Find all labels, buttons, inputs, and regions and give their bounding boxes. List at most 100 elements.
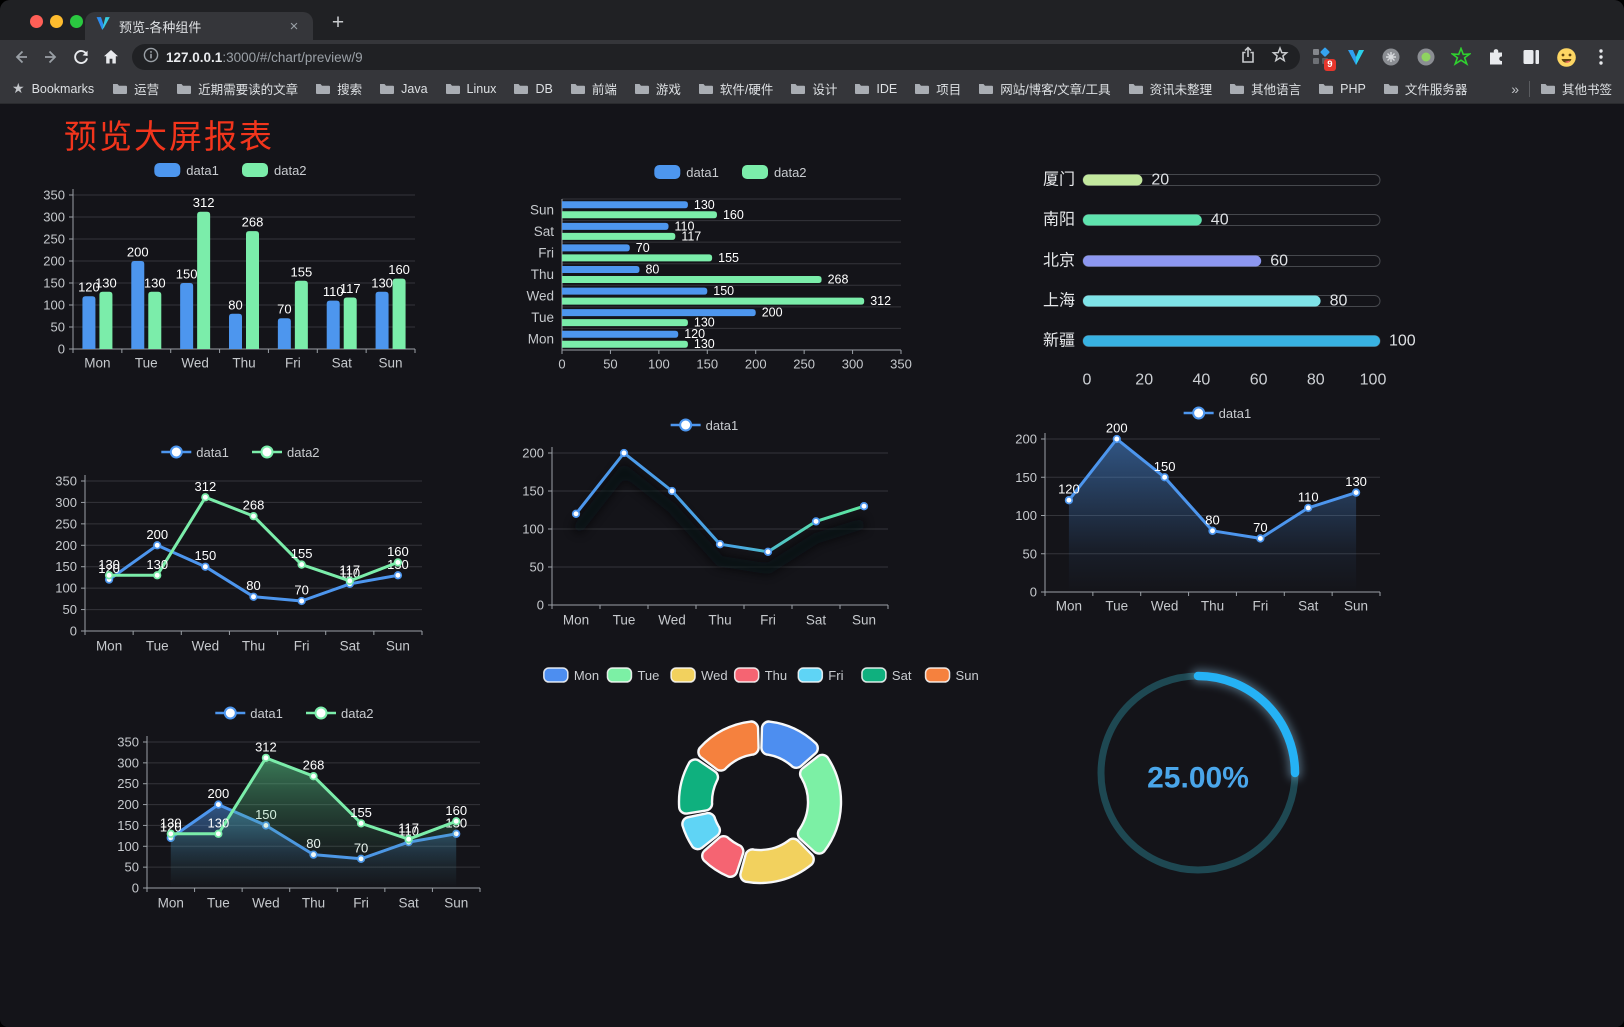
svg-text:250: 250 (55, 516, 77, 531)
other-bookmarks-folder[interactable]: 其他书签 (1540, 79, 1612, 98)
svg-text:50: 50 (530, 560, 544, 575)
legend[interactable]: data1 (670, 418, 739, 433)
svg-text:50: 50 (603, 357, 617, 372)
svg-text:268: 268 (242, 215, 264, 230)
bookmark-folder-0[interactable]: 运营 (112, 79, 159, 98)
back-button[interactable] (6, 43, 36, 71)
svg-text:117: 117 (339, 562, 360, 577)
svg-text:300: 300 (842, 357, 864, 372)
emoji-extension-icon[interactable] (1555, 46, 1577, 68)
bookmark-folder-3[interactable]: Java (379, 82, 428, 96)
puzzle-extensions-icon[interactable] (1485, 46, 1507, 68)
extension-badge: 9 (1323, 58, 1336, 71)
svg-text:160: 160 (387, 544, 409, 559)
bookmarks-overflow-chevron[interactable]: » (1511, 80, 1519, 97)
svg-text:200: 200 (117, 797, 139, 812)
bookmark-folder-7[interactable]: 游戏 (634, 79, 681, 98)
bookmark-folder-1[interactable]: 近期需要读的文章 (176, 79, 298, 98)
donut-slice-Mon (760, 720, 819, 769)
bookmark-folder-4[interactable]: Linux (445, 82, 496, 96)
chart-line-gradient: 0 50 100 150 200 Mon Tue Wed Thu Fri Sat Sun data1 (522, 418, 889, 628)
minimize-window-button[interactable] (50, 15, 63, 28)
bookmark-folder-12[interactable]: 网站/博客/文章/工具 (978, 79, 1111, 98)
svg-text:200: 200 (522, 446, 544, 461)
aperture-extension-icon[interactable] (1380, 46, 1402, 68)
donut-legend[interactable]: Mon Tue Wed Thu Fri Sat Sun (543, 667, 979, 683)
share-icon[interactable] (1238, 45, 1258, 70)
chart-line-two-series: 0 50 100 150 200 250 300 350 Mon Tue Wed Thu Fri Sat S… (55, 445, 423, 654)
zoom-window-button[interactable] (70, 15, 83, 28)
svg-text:250: 250 (117, 776, 139, 791)
svg-text:Thu: Thu (242, 639, 265, 654)
forward-button[interactable] (36, 43, 66, 71)
svg-text:Tue: Tue (531, 310, 554, 325)
green-star-extension-icon[interactable] (1450, 46, 1472, 68)
svg-text:117: 117 (681, 229, 701, 243)
svg-text:Sun: Sun (956, 668, 979, 683)
close-tab-icon[interactable]: × (289, 17, 299, 35)
svg-text:312: 312 (870, 294, 891, 308)
svg-text:Wed: Wed (701, 668, 728, 683)
bookmark-folder-8[interactable]: 软件/硬件 (698, 79, 773, 98)
svg-text:130: 130 (694, 198, 715, 212)
bookmark-folder-11[interactable]: 项目 (914, 79, 961, 98)
bookmark-folder-13[interactable]: 资讯未整理 (1128, 79, 1212, 98)
svg-text:0: 0 (558, 357, 565, 372)
svg-text:350: 350 (55, 474, 77, 489)
donut-slice-Thu (701, 835, 745, 878)
svg-text:Sun: Sun (530, 202, 554, 217)
svg-text:data1: data1 (196, 445, 229, 460)
bookmark-folder-2[interactable]: 搜索 (315, 79, 362, 98)
svg-text:0: 0 (537, 598, 544, 613)
svg-text:120: 120 (684, 327, 705, 341)
legend[interactable]: data1 data2 (215, 706, 374, 721)
bookmark-folder-5[interactable]: DB (513, 82, 553, 96)
svg-text:data2: data2 (274, 163, 307, 178)
address-bar[interactable]: 127.0.0.1:3000/#/chart/preview/9 (132, 44, 1300, 70)
svg-text:268: 268 (243, 498, 265, 513)
bookmark-folder-16[interactable]: 文件服务器 (1383, 79, 1467, 98)
side-panel-icon[interactable] (1520, 46, 1542, 68)
bar-vertical-series-data2: 130 130 312 268 155 117 160 (95, 195, 410, 349)
svg-text:150: 150 (1015, 470, 1037, 485)
bookmark-star-icon[interactable] (1270, 45, 1290, 70)
browser-menu-icon[interactable] (1590, 46, 1612, 68)
bookmarks-bar: ★ Bookmarks 运营 近期需要读的文章 搜索 Java Linux DB 前端 游戏软… (0, 74, 1624, 104)
svg-text:110: 110 (339, 565, 360, 580)
legend[interactable]: data1 (1183, 406, 1252, 421)
browser-tab[interactable]: 预览-各种组件 × (85, 12, 313, 40)
bookmarks-label[interactable]: Bookmarks (31, 81, 95, 96)
reload-button[interactable] (66, 43, 96, 71)
svg-text:Wed: Wed (181, 356, 209, 371)
bookmark-folder-14[interactable]: 其他语言 (1229, 79, 1301, 98)
bookmarks-star-icon[interactable]: ★ (12, 80, 25, 96)
home-button[interactable] (96, 43, 126, 71)
bookmark-folder-6[interactable]: 前端 (570, 79, 617, 98)
svg-text:60: 60 (1250, 372, 1268, 389)
line-gradient-series-data1 (571, 448, 869, 575)
vue-devtools-icon[interactable] (1345, 46, 1367, 68)
bookmark-folder-10[interactable]: IDE (854, 82, 897, 96)
bookmark-folder-9[interactable]: 设计 (790, 79, 837, 98)
site-info-icon[interactable] (142, 46, 160, 69)
svg-text:20: 20 (1151, 172, 1169, 189)
legend[interactable]: data1 data2 (161, 445, 320, 460)
new-tab-button[interactable]: + (331, 11, 345, 34)
svg-text:200: 200 (55, 538, 77, 553)
bar-horizontal-series-data2: 160 117 155 268 312 130 130 (562, 208, 891, 351)
svg-text:80: 80 (1205, 512, 1219, 527)
extensions-area: 9 (1310, 46, 1612, 71)
bar-horizontal-legend[interactable]: data1 data2 (654, 165, 807, 180)
userscript-grid-icon[interactable]: 9 (1310, 46, 1336, 71)
bar-vertical-legend[interactable]: data1 data2 (154, 163, 307, 178)
bookmarks-list: 运营 近期需要读的文章 搜索 Java Linux DB 前端 游戏 软件/硬件 设计 IDE 项目网… (112, 79, 1501, 98)
close-window-button[interactable] (30, 15, 43, 28)
bookmark-folder-15[interactable]: PHP (1318, 82, 1366, 96)
svg-text:Thu: Thu (531, 267, 554, 282)
svg-text:Thu: Thu (708, 613, 731, 628)
recorder-extension-icon[interactable] (1415, 46, 1437, 68)
svg-text:250: 250 (43, 232, 65, 247)
svg-text:100: 100 (1015, 508, 1037, 523)
svg-text:300: 300 (43, 210, 65, 225)
svg-text:Fri: Fri (538, 245, 554, 260)
